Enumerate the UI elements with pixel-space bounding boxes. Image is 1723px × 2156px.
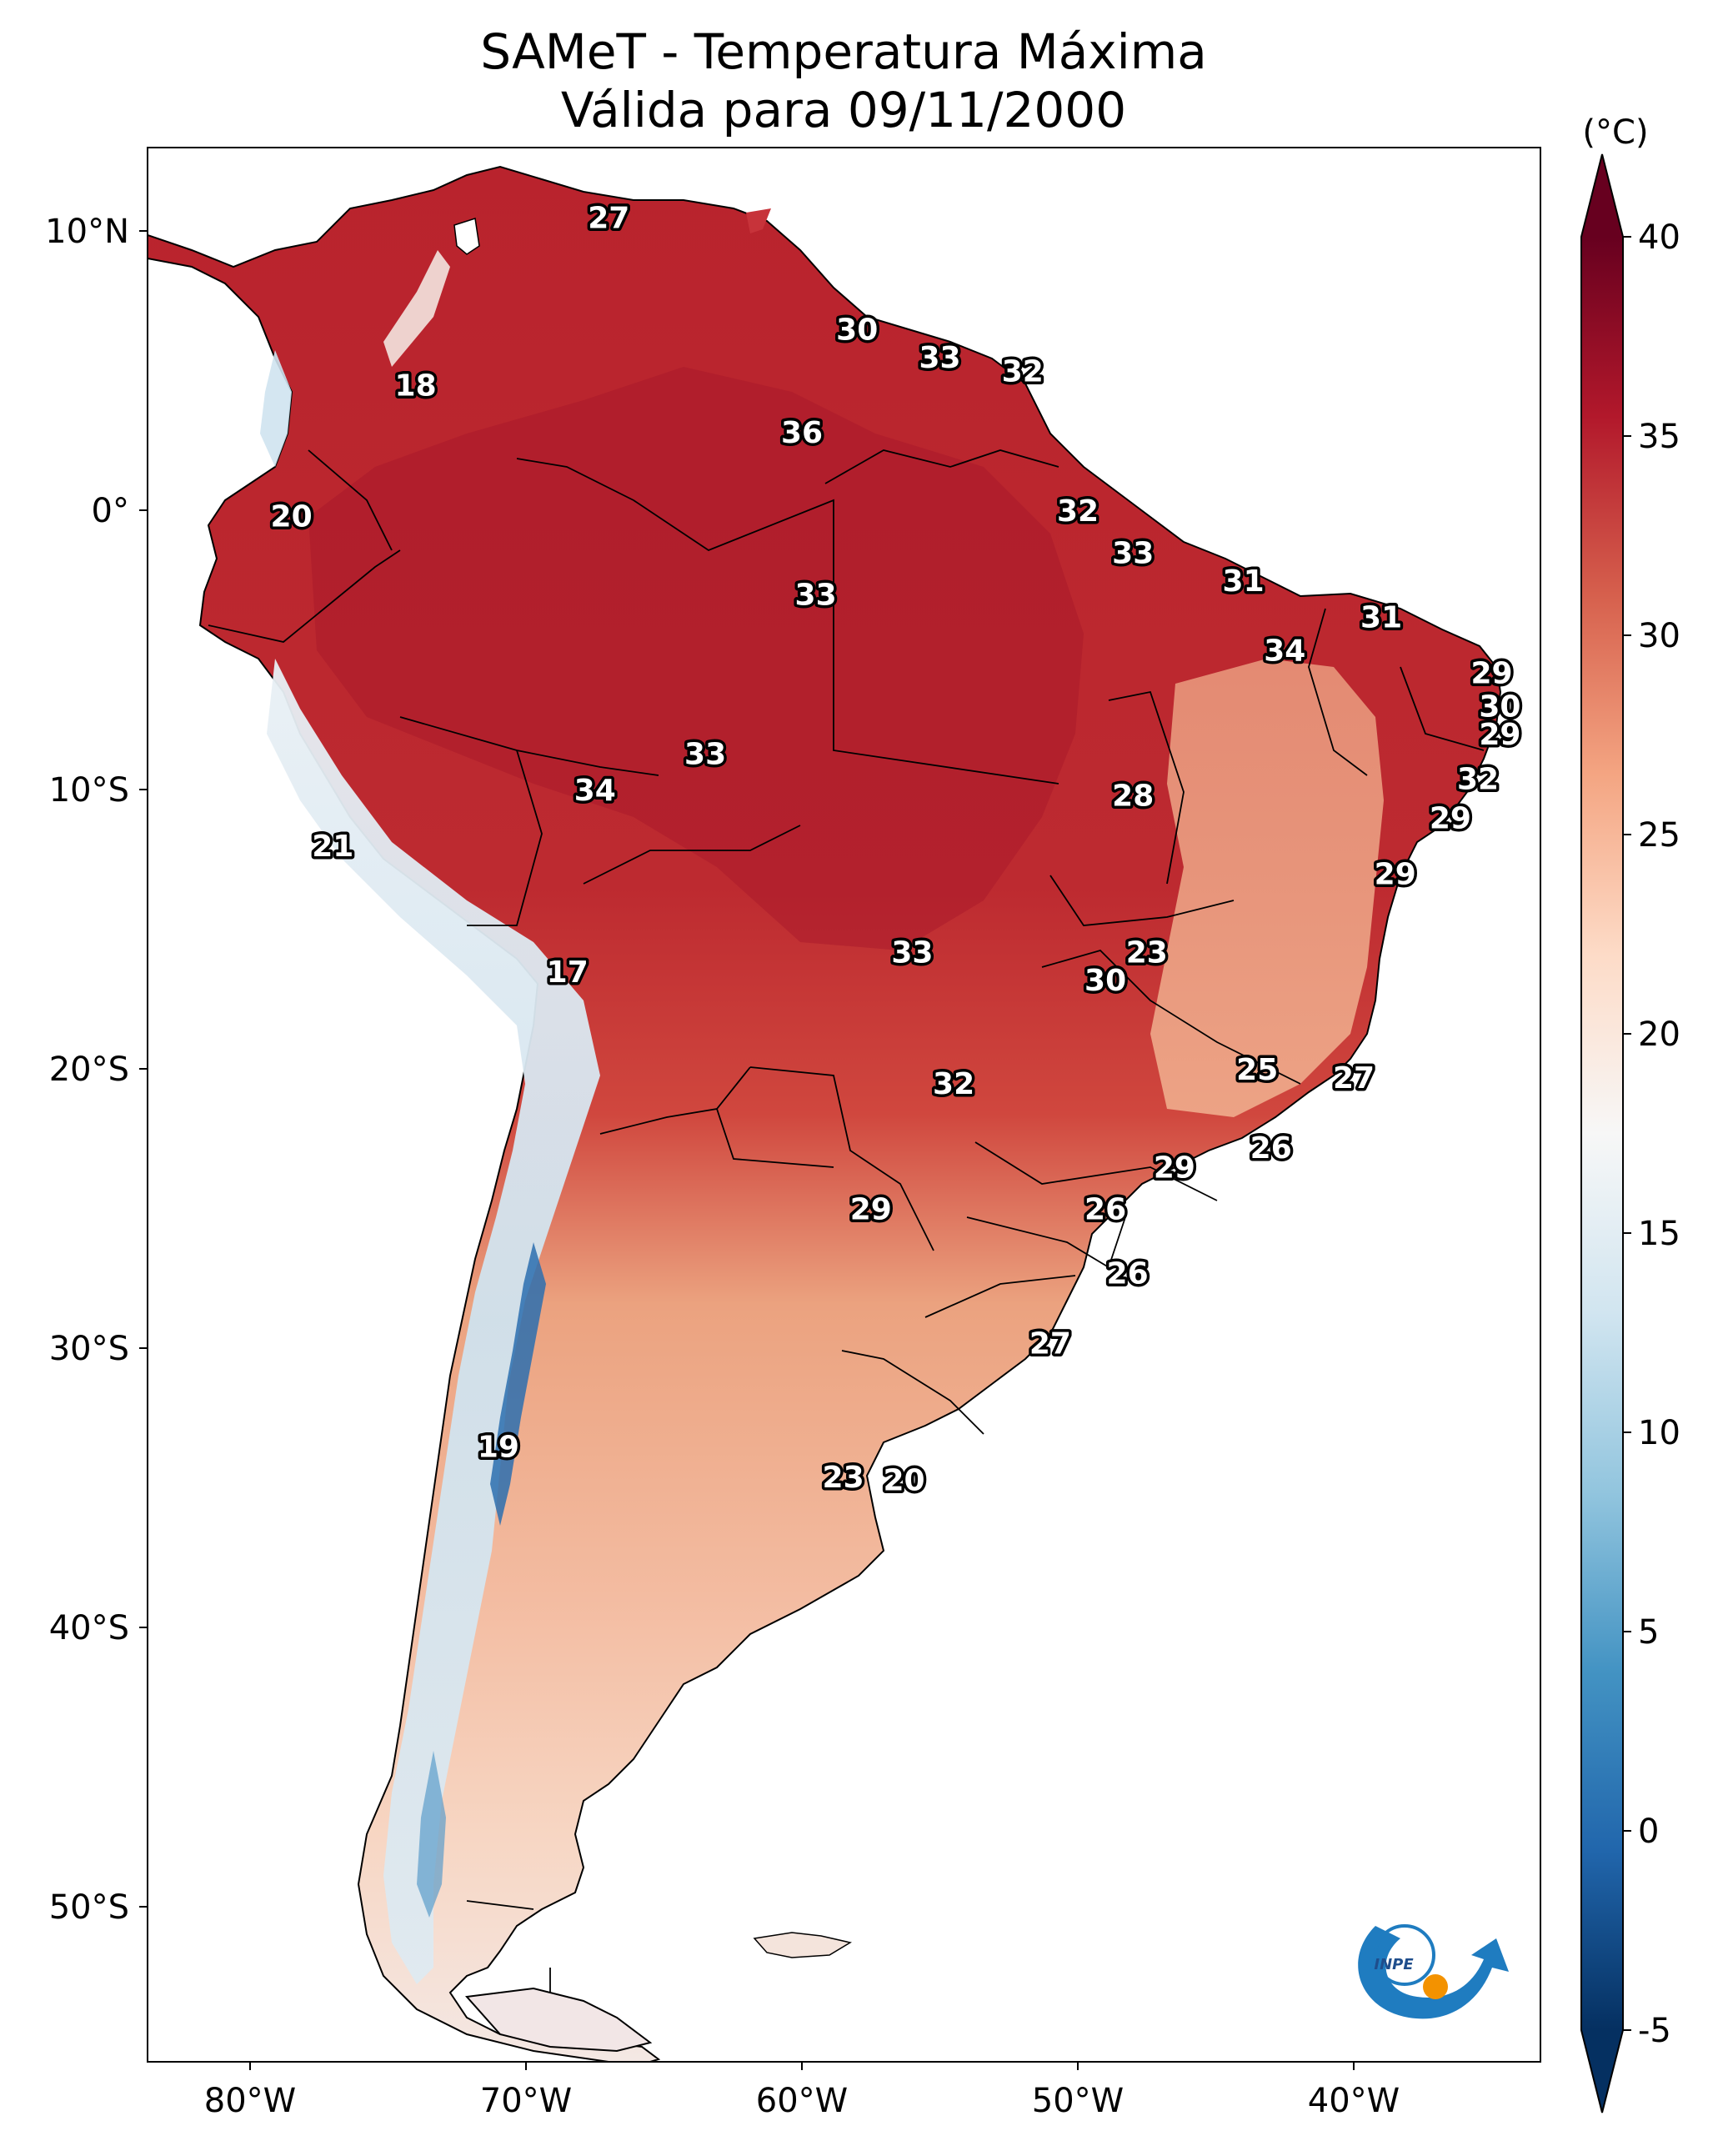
temperature-label: 30 [836, 313, 878, 347]
colorbar-unit: (°C) [1582, 113, 1648, 152]
temperature-label: 33 [891, 935, 933, 970]
andes-cool-strip [267, 659, 600, 1984]
title-line-1: SAMeT - Temperatura Máxima [480, 23, 1207, 80]
temperature-label: 30 [1084, 964, 1126, 998]
lat-tick-label: 50°S [49, 1888, 129, 1927]
temperature-label: 31 [1360, 600, 1402, 634]
falkland-islands [753, 1932, 852, 1958]
east-brazil-region [1150, 659, 1384, 1117]
colorbar-top-extension [1581, 154, 1623, 237]
inpe-logo: INPE [1358, 1924, 1509, 2019]
andes-cold-south [417, 1751, 446, 1918]
temperature-label: 26 [1107, 1257, 1149, 1291]
colorbar-tick-label: 40 [1638, 218, 1680, 257]
latitude-axis: 10°N 0° 10°S 20°S 30°S 40°S 50°S [45, 213, 148, 1927]
temperature-label: 29 [850, 1193, 892, 1227]
country-boundaries [208, 449, 1485, 2043]
title-line-2: Válida para 09/11/2000 [561, 82, 1126, 138]
temperature-label: 32 [1057, 494, 1099, 529]
lon-tick-label: 40°W [1308, 2082, 1400, 2120]
andes-cold-north [260, 350, 292, 467]
temperature-label: 34 [1264, 634, 1305, 669]
inpe-logo-dot [1423, 1974, 1448, 1999]
temperature-label: 29 [1479, 718, 1520, 752]
temperature-label: 29 [1470, 656, 1512, 690]
temperature-label: 34 [574, 774, 616, 808]
lon-tick-label: 70°W [480, 2082, 572, 2120]
temperature-label: 29 [1375, 858, 1416, 892]
lake-maracaibo [453, 218, 480, 255]
colorbar-ticks: 40 35 30 25 20 15 10 5 0 -5 [1623, 218, 1680, 2050]
colorbar-tick-label: 30 [1638, 617, 1680, 655]
colorbar-tick-label: 20 [1638, 1015, 1680, 1054]
lon-tick-label: 60°W [756, 2082, 848, 2120]
temperature-label: 33 [684, 737, 726, 771]
inpe-logo-text: INPE [1374, 1956, 1414, 1973]
hot-core-region [308, 367, 1084, 950]
temperature-label: 36 [781, 416, 823, 450]
lat-tick-label: 30°S [49, 1330, 129, 1368]
temperature-label: 32 [1002, 355, 1044, 389]
temperature-label: 17 [547, 955, 589, 990]
temperature-label: 18 [395, 369, 437, 403]
temperature-label: 27 [1029, 1326, 1071, 1361]
temperature-label: 26 [1084, 1193, 1126, 1227]
lat-tick-label: 40°S [49, 1609, 129, 1647]
temperature-label: 30 [1479, 690, 1520, 725]
temperature-label: 28 [1112, 780, 1154, 814]
colorbar-gradient [1581, 237, 1623, 2030]
map-area [148, 148, 1540, 2062]
temperature-label: 19 [478, 1430, 519, 1464]
colorbar-tick-label: -5 [1638, 2012, 1671, 2050]
colombia-cool-strip [383, 250, 450, 367]
colorbar-tick-label: 25 [1638, 816, 1680, 855]
andes-cold-core [490, 1242, 546, 1526]
tierra-del-fuego [464, 1987, 653, 2053]
temperature-label: 21 [312, 830, 353, 864]
temperature-label: 26 [1250, 1131, 1292, 1166]
temperature-label: 23 [1126, 935, 1168, 970]
temperature-label: 33 [919, 341, 960, 375]
lon-tick-label: 80°W [204, 2082, 296, 2120]
lat-tick-label: 0° [92, 492, 129, 530]
temperature-label: 32 [1457, 763, 1499, 797]
temperature-label: 33 [795, 579, 837, 613]
colorbar: (°C) 40 35 30 25 20 15 10 5 0 -5 [1580, 113, 1680, 2113]
caribbean-coast-fragment [746, 208, 771, 233]
temperature-label: 32 [933, 1067, 974, 1101]
map-frame [147, 147, 1541, 2063]
colorbar-tick-label: 10 [1638, 1414, 1680, 1452]
colorbar-tick-label: 35 [1638, 418, 1680, 456]
inpe-logo-ring [1374, 1924, 1435, 1986]
lat-tick-label: 10°N [45, 213, 129, 251]
temperature-label: 29 [1430, 802, 1471, 836]
colorbar-tick-label: 0 [1638, 1813, 1659, 1851]
temperature-label: 27 [1333, 1061, 1375, 1096]
inpe-logo-swirl [1358, 1926, 1509, 2019]
temperature-label: 33 [1112, 536, 1154, 570]
lon-tick-label: 50°W [1032, 2082, 1124, 2120]
colorbar-tick-label: 5 [1638, 1613, 1659, 1652]
colorbar-tick-label: 15 [1638, 1215, 1680, 1253]
temperature-label: 31 [1223, 564, 1265, 599]
temperature-label: 27 [588, 201, 629, 235]
temperature-label: 20 [271, 500, 313, 534]
lat-tick-label: 20°S [49, 1050, 129, 1089]
temperature-label: 29 [1154, 1151, 1195, 1185]
longitude-axis: 80°W 70°W 60°W 50°W 40°W [204, 2062, 1400, 2120]
temperature-label: 25 [1236, 1053, 1278, 1087]
temperature-label: 23 [823, 1461, 864, 1495]
temperature-label: 20 [883, 1464, 924, 1498]
lat-tick-label: 10°S [49, 771, 129, 810]
colorbar-bottom-extension [1581, 2030, 1623, 2113]
